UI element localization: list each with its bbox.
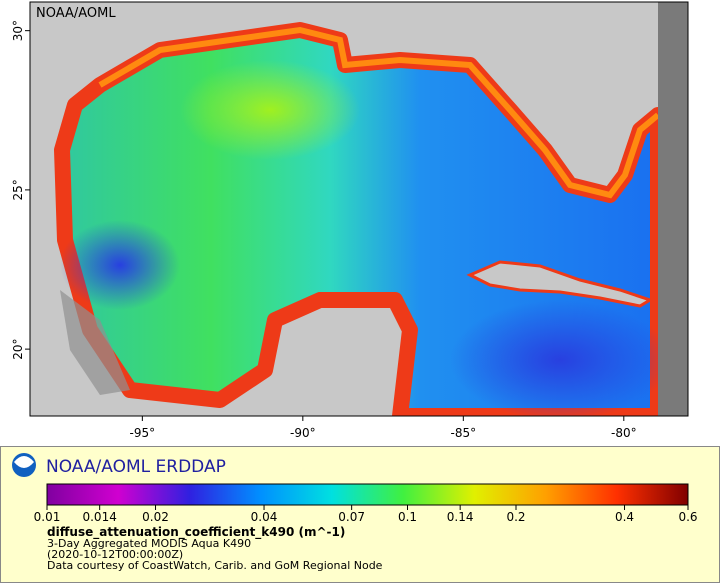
variable-name: diffuse_attenuation_coefficient_k490 (m^… xyxy=(47,525,345,540)
bloom xyxy=(180,60,360,160)
y-tick-label: 25° xyxy=(11,179,25,200)
x-tick-label: -80° xyxy=(611,426,637,440)
colorbar-tick-label: 0.4 xyxy=(615,510,634,524)
map-image xyxy=(30,2,688,416)
map-title: NOAA/AOML xyxy=(36,6,116,21)
colorbar-tick-label: 0.6 xyxy=(678,510,697,524)
colorbar-tick-label: 0.14 xyxy=(447,510,474,524)
no-data xyxy=(60,290,130,395)
colorbar-tick-label: 0.07 xyxy=(338,510,365,524)
clear-water xyxy=(60,220,180,310)
clear-water xyxy=(450,300,670,416)
cuba xyxy=(466,260,654,308)
colorbar-tick-label: 0.1 xyxy=(398,510,417,524)
colorbar-tick-label: 0.01 xyxy=(34,510,61,524)
x-tick-label: -90° xyxy=(290,426,316,440)
info-line: 3-Day Aggregated MODIS Aqua K490 xyxy=(47,537,251,550)
y-tick-label: 20° xyxy=(11,338,25,359)
x-tick-label: -85° xyxy=(451,426,477,440)
colorbar-tick-label: 0.04 xyxy=(251,510,278,524)
axes: -95° -90° -85° -80° 20° 25° 30° xyxy=(11,20,637,440)
y-tick-label: 30° xyxy=(11,20,25,41)
info-line: (2020-10-12T00:00:00Z) xyxy=(47,548,183,561)
colorbar xyxy=(46,483,689,506)
colorbar-tick-label: 0.014 xyxy=(82,510,116,524)
info-line: Data courtesy of CoastWatch, Carib. and … xyxy=(47,559,383,572)
colorbar-tick-label: 0.02 xyxy=(142,510,169,524)
legend-title: NOAA/AOML ERDDAP xyxy=(46,457,226,477)
noaa-logo-bird xyxy=(14,456,34,468)
x-tick-label: -95° xyxy=(130,426,156,440)
map-frame xyxy=(29,1,689,417)
colorbar-tick-label: 0.2 xyxy=(506,510,525,524)
coastal-band xyxy=(98,26,660,199)
legend-panel xyxy=(0,446,720,583)
title-bg xyxy=(32,3,130,21)
no-data xyxy=(658,2,688,416)
